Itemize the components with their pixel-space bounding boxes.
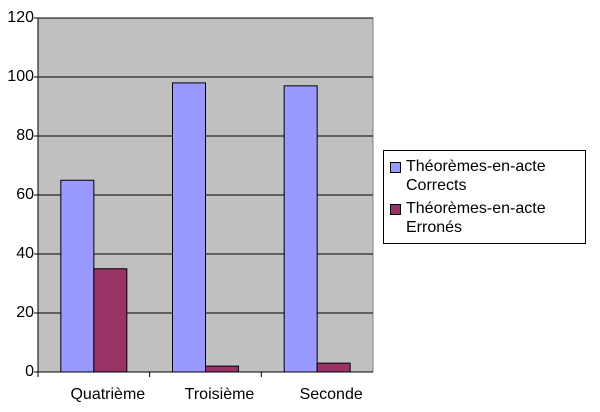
legend-item: Théorèmes-en-acte Corrects bbox=[384, 155, 585, 197]
x-tick-label: Seconde bbox=[300, 386, 363, 403]
y-tick-label: 100 bbox=[7, 68, 34, 85]
bar bbox=[283, 85, 318, 373]
bar bbox=[205, 365, 239, 373]
bar bbox=[316, 362, 351, 373]
y-tick-label: 40 bbox=[16, 245, 34, 262]
legend-item: Théorèmes-en-acte Erronés bbox=[384, 197, 585, 239]
legend-label: Théorèmes-en-acte Erronés bbox=[406, 200, 546, 236]
legend-swatch bbox=[390, 204, 401, 215]
y-tick-label: 80 bbox=[16, 127, 34, 144]
y-tick-label: 60 bbox=[16, 186, 34, 203]
y-tick-label: 0 bbox=[25, 363, 34, 380]
y-tick-label: 120 bbox=[7, 9, 34, 26]
y-tick-label: 20 bbox=[16, 304, 34, 321]
x-tick-label: Troisième bbox=[185, 386, 255, 403]
bar bbox=[60, 179, 95, 373]
bar bbox=[93, 268, 128, 373]
x-tick-label: Quatrième bbox=[70, 386, 145, 403]
legend-label: Théorèmes-en-acte Corrects bbox=[406, 158, 546, 194]
bar bbox=[172, 82, 206, 373]
legend: Théorèmes-en-acte Corrects Théorèmes-en-a… bbox=[383, 150, 586, 244]
legend-swatch bbox=[390, 162, 401, 173]
